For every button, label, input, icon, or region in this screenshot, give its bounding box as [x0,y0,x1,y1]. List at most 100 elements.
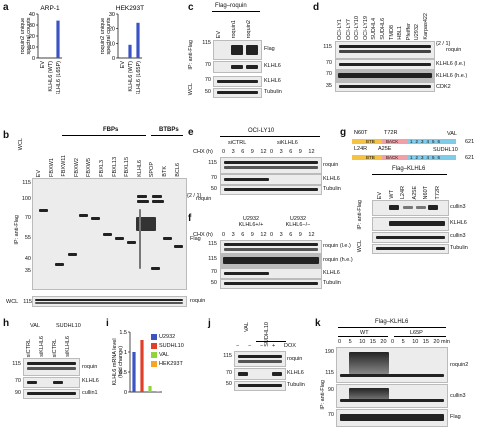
chart-title: HEK293T [116,5,144,12]
panel-f-roquin-le: roquin (l.e.) [323,243,351,249]
bar-sudhl10 [140,340,144,392]
lane-label: L24R [400,185,406,199]
panel-f-chx: CHX (h) [193,232,213,238]
panel-g-wcl-label: WCL [357,240,363,253]
y-tick-label: 1.5 [119,330,127,336]
panel-c-blot-tubulin [213,88,262,98]
panel-d-mw2: 70 [325,60,332,66]
lane-value: 0 [222,232,226,238]
lane-label: siKLHL6 [39,336,45,357]
lane-value: 6 [289,232,293,238]
panel-g-blot-tubulin [372,244,449,254]
y-tick-label: 0 [32,56,35,62]
panel-d-klhl6-le: KLHL6 (l.e.) [436,61,466,67]
lane-value: 0 [391,339,395,345]
panel-j-roquin: roquin [287,356,303,362]
panel-e-times: 0 3 6 9 12 0 3 6 9 12 [222,149,320,155]
panel-g-header: Flag–KLHL6 [392,166,426,172]
lane-label: BCL6 [174,163,181,177]
panel-j-signs: − − − + [236,343,284,349]
panel-h-label: h [3,318,10,329]
lane-value: − [248,343,252,349]
lane-value: 9 [298,149,302,155]
lane-value: + [272,343,276,349]
panel-c-mw3: 70 [204,77,211,83]
panel-f-label: f [188,213,192,224]
bar-klhl6-wt- [128,44,132,58]
panel-e-cond1: siCTRL [228,140,247,146]
lane-label: OCI-LY1 [337,19,343,40]
panel-c-blot-flag [213,40,262,60]
panel-j-cond1: VAL [244,322,250,332]
lane-value: 20 [380,339,387,345]
panel-c-wcl-label: WCL [188,83,194,96]
lane-label: FBXL3 [99,160,105,177]
btb-domain-top [352,139,362,144]
panel-j-klhl6: KLHL6 [287,370,304,376]
lane-label: TMD8 [388,25,395,40]
lane-value: − [260,343,264,349]
legend-swatch [151,333,157,340]
lane-label: siKLHL6 [65,336,71,357]
lane-value: 10 [412,339,419,345]
lane-value: 9 [250,149,254,155]
lane-value: 15 [369,339,376,345]
lane-value: 12 [260,149,267,155]
y-tick-label: 0 [112,56,115,62]
panel-k-mw3: 90 [327,387,334,393]
chart-title: ARP-1 [40,5,60,12]
panel-k-blot-flag [336,409,448,427]
panel-h-roquin: roquin [82,364,98,370]
panel-c-label: c [188,2,194,13]
panel-j-blot-klhl6 [234,368,286,380]
lane-label: N60T [423,185,429,199]
panel-f-blot-roquin-le [220,240,322,254]
lane-label: WT [388,190,395,199]
panel-d-blot-klhl6-le [335,59,435,70]
lane-label: EV [216,30,222,38]
lane-value: 10 [359,339,366,345]
panel-h-lanes: siCTRL siKLHL6 siCTRL siKLHL6 [25,331,80,357]
panel-k-roquin2: roquin2 [450,362,469,368]
y-tick-label: 0 [124,390,127,396]
fbps-header: FBPs [103,127,119,133]
lane-value: 0 [222,149,226,155]
panel-d-mw4: 35 [325,83,332,89]
panel-k-ip-label: IP: anti-Flag [320,380,326,410]
lane-label: FBXL15 [124,157,131,177]
panel-b-wcl-roquin: roquin [190,298,206,304]
bar-klhl6-l65p- [136,22,140,58]
panel-f-cond1: U2932 KLHL6+/+ [238,216,264,228]
panel-e-klhl6: KLHL6 [323,176,340,182]
lane-label: roquin1 [231,19,237,38]
legend-label: VAL [159,351,169,358]
panel-d-lanes: OCI-LY1 OCI-LY7 OCI-LY10 OCI-LY19 SUDHL4 SUDH… [337,4,437,40]
y-tick-label: 10 [29,45,35,51]
lane-value: 5 [348,339,352,345]
panel-d-label: d [313,2,320,13]
lane-value: 6 [289,149,293,155]
panel-g-mut-l24r: L24R [354,146,368,152]
panel-h-klhl6: KLHL6 [82,378,99,384]
lane-value: 3 [231,232,235,238]
panel-g-klhl6: KLHL6 [450,220,467,226]
panel-d-mw3: 70 [325,71,332,77]
panel-k-header: Flag–KLHL6 [375,319,409,325]
panel-f-mw2: 115 [208,256,217,262]
lane-value: 0 [338,339,342,345]
lane-label: SUDHL6 [380,18,386,40]
mw-marker: 40 [24,256,31,262]
panel-c-header: Flag–roquin [215,3,247,9]
panel-i-legend: U2932 SUDHL10 VAL HEK293T [151,332,201,368]
lane-label: FBXW11 [61,155,68,177]
y-tick-label: 20 [109,27,115,33]
panel-d-blot-klhl6-he [335,70,435,82]
panel-g-label: g [340,127,347,138]
legend-item: VAL [151,350,201,359]
bar-klhl6-l65p- [56,20,60,59]
panel-h-mw1: 115 [12,361,21,367]
btbps-header: BTBPs [159,127,179,133]
lane-label: Karpas422 [423,13,429,40]
panel-k-blot-roquin2 [336,347,448,383]
